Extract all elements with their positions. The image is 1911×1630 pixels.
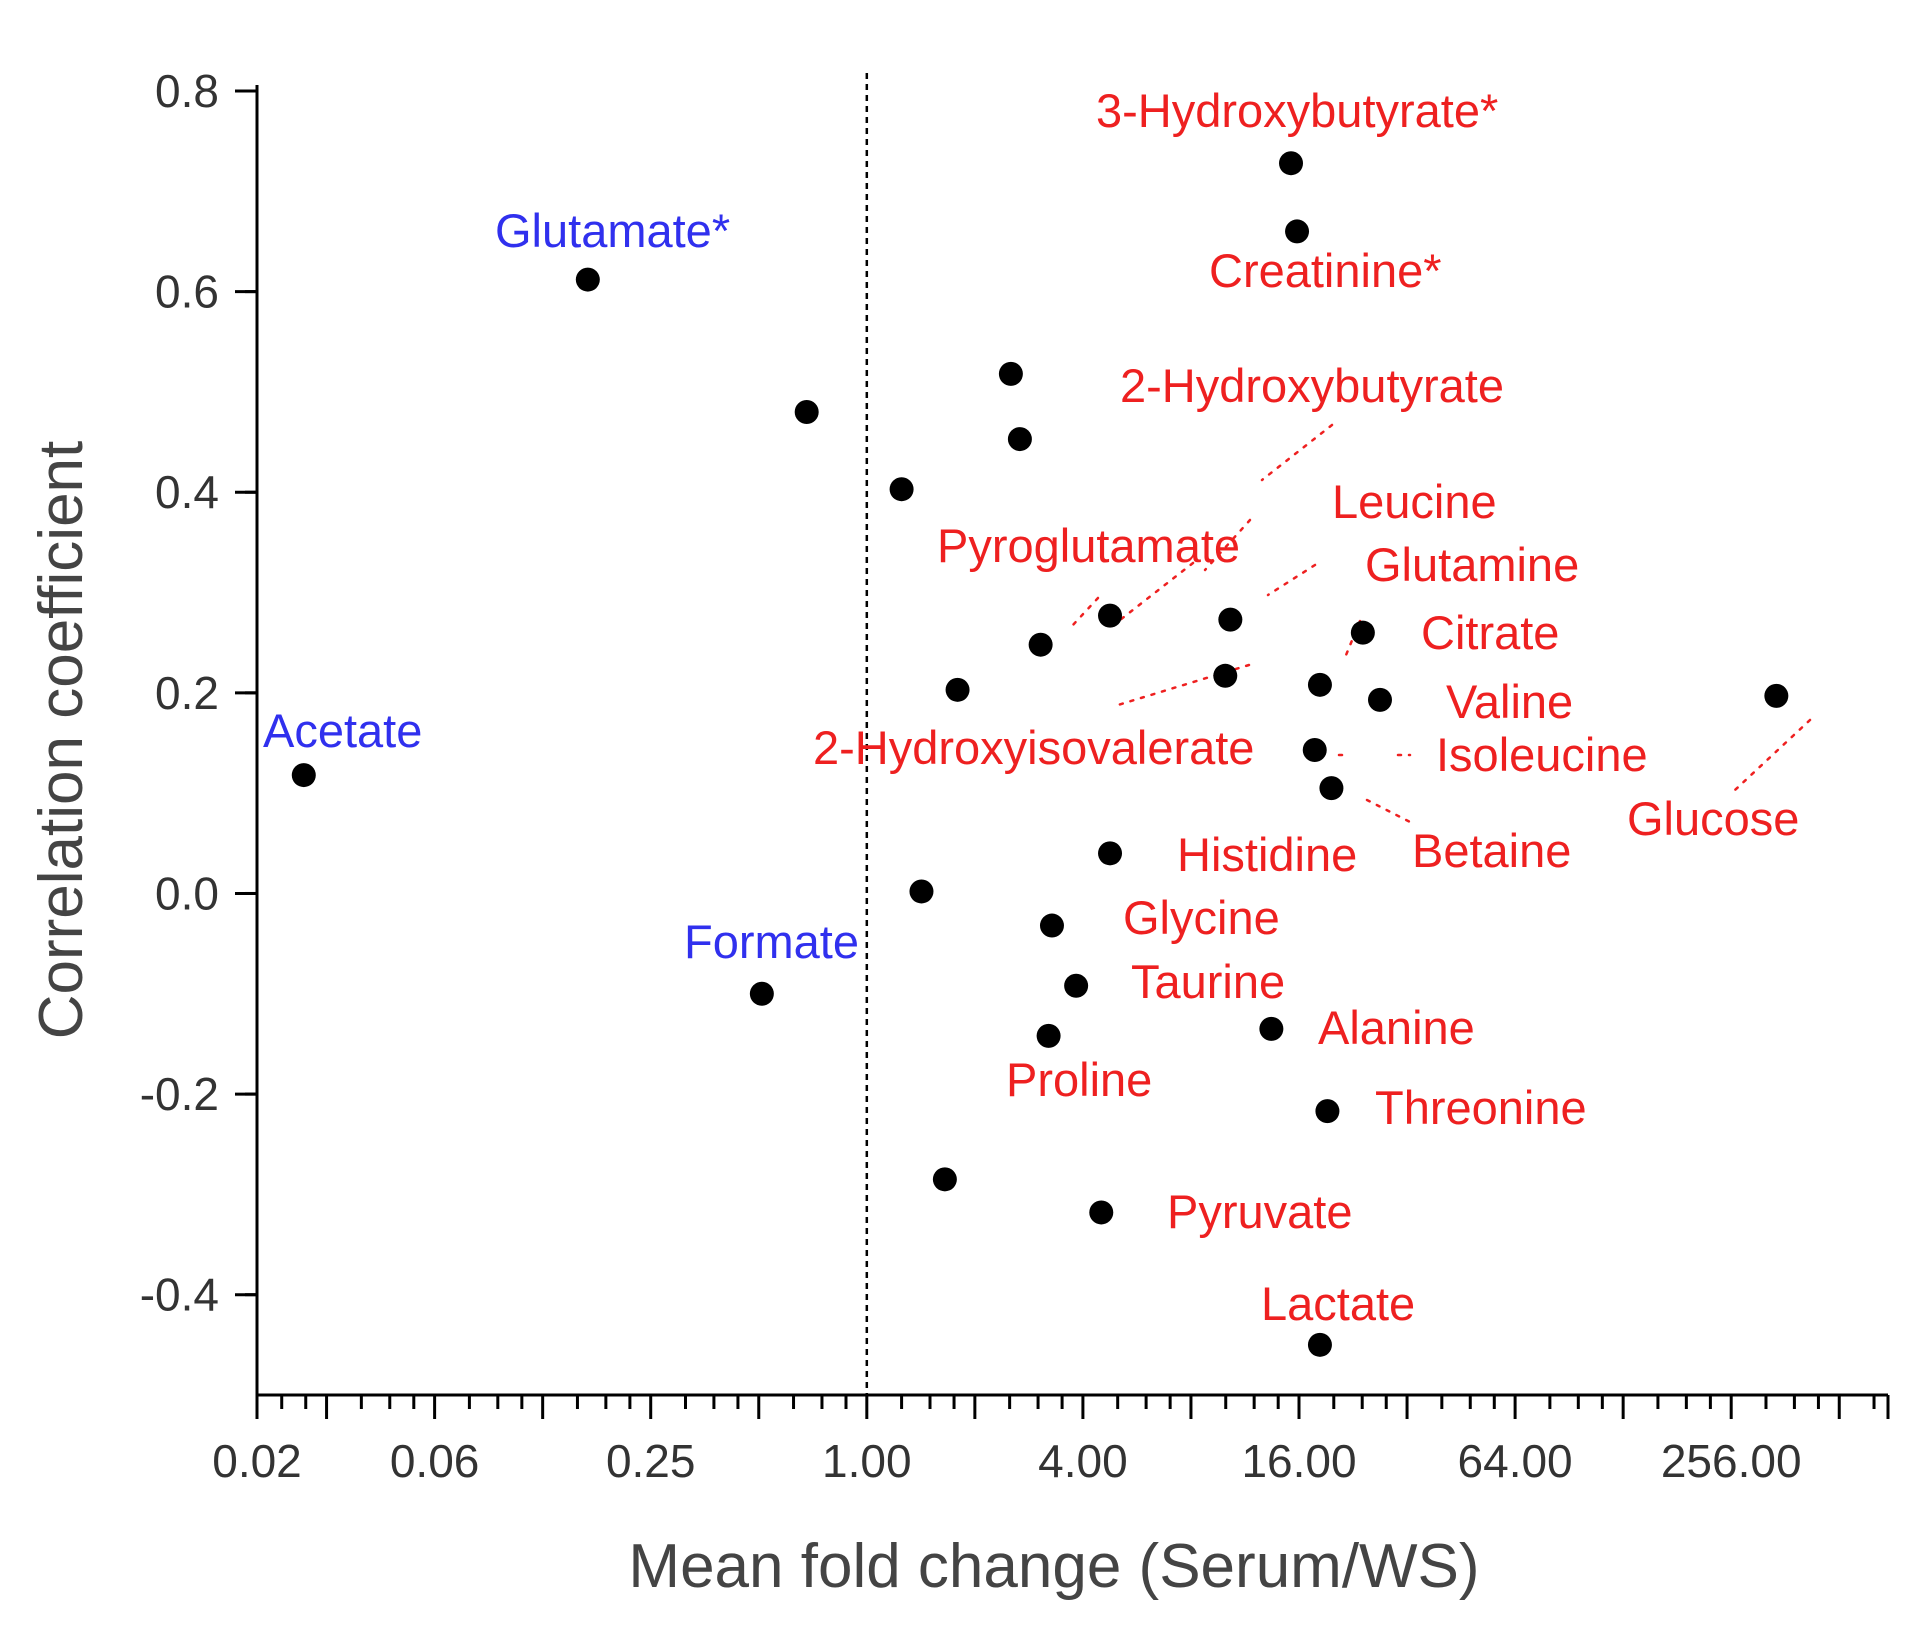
data-point: [1764, 683, 1789, 708]
data-point: [794, 399, 819, 424]
data-point: [1218, 607, 1243, 632]
x-tick-label: 0.25: [606, 1435, 696, 1487]
leader-line: [1733, 718, 1812, 792]
point-label: Acetate: [263, 704, 422, 757]
data-point: [1319, 776, 1344, 801]
leader-line: [1266, 563, 1317, 597]
leader-line: [1203, 518, 1252, 572]
data-point: [749, 981, 774, 1006]
point-label: Histidine: [1177, 828, 1357, 881]
x-tick-label: 16.00: [1241, 1435, 1356, 1487]
x-tick-label: 4.00: [1038, 1435, 1128, 1487]
y-axis-title: Correlation coefficient: [27, 441, 96, 1040]
data-point: [1279, 151, 1304, 176]
x-tick-label: 0.02: [212, 1435, 302, 1487]
y-tick-label: -0.2: [140, 1068, 219, 1120]
data-point: [1307, 672, 1332, 697]
x-tick-label: 64.00: [1458, 1435, 1573, 1487]
data-point: [1315, 1099, 1340, 1124]
point-label: Glycine: [1123, 891, 1280, 944]
data-point: [1367, 687, 1392, 712]
data-point: [1007, 427, 1032, 452]
point-label: Alanine: [1318, 1001, 1475, 1054]
y-tick-label: 0.6: [155, 266, 219, 318]
data-point: [1064, 973, 1089, 998]
point-label: Taurine: [1131, 955, 1285, 1008]
data-point: [932, 1167, 957, 1192]
data-point: [909, 879, 934, 904]
data-point: [1036, 1023, 1061, 1048]
point-label: Creatinine*: [1209, 244, 1442, 297]
point-label: Proline: [1006, 1053, 1152, 1106]
x-axis-title: Mean fold change (Serum/WS): [628, 1532, 1479, 1601]
data-point: [1213, 663, 1238, 688]
data-point: [1089, 1200, 1114, 1225]
leader-line: [1070, 596, 1100, 628]
point-label: Glutamine: [1365, 538, 1579, 591]
point-label: Valine: [1446, 675, 1573, 728]
y-tick-label: 0.2: [155, 667, 219, 719]
data-point: [1039, 913, 1064, 938]
data-point: [575, 267, 600, 292]
data-point: [1098, 603, 1123, 628]
y-tick-label: 0.8: [155, 65, 219, 117]
point-label: Isoleucine: [1436, 728, 1648, 781]
point-label: Formate: [684, 915, 859, 968]
data-point: [1259, 1016, 1284, 1041]
x-tick-label: 1.00: [822, 1435, 912, 1487]
leader-line: [1365, 798, 1412, 824]
data-point: [889, 477, 914, 502]
point-label: 3-Hydroxybutyrate*: [1096, 84, 1498, 137]
leader-line: [1342, 619, 1362, 662]
x-tick-label: 256.00: [1661, 1435, 1802, 1487]
point-label: Citrate: [1421, 606, 1559, 659]
point-label: Threonine: [1375, 1081, 1587, 1134]
data-point: [998, 361, 1023, 386]
point-label: Pyruvate: [1167, 1185, 1352, 1238]
data-point: [945, 677, 970, 702]
data-point: [291, 763, 316, 788]
point-label: Glucose: [1627, 792, 1799, 845]
leader-line: [1118, 561, 1195, 622]
y-tick-label: 0.4: [155, 466, 219, 518]
data-point: [1028, 632, 1053, 657]
point-label: 2-Hydroxyisovalerate: [813, 721, 1254, 774]
y-tick-label: -0.4: [140, 1269, 219, 1321]
data-point: [1285, 219, 1310, 244]
point-label: Glutamate*: [495, 204, 730, 257]
y-tick-label: 0.0: [155, 867, 219, 919]
data-point: [1307, 1332, 1332, 1357]
leader-line: [1260, 423, 1334, 482]
point-label: Lactate: [1261, 1277, 1415, 1330]
point-label: Leucine: [1332, 475, 1497, 528]
x-tick-label: 0.06: [390, 1435, 480, 1487]
data-point: [1302, 738, 1327, 763]
data-point: [1098, 841, 1123, 866]
point-label: Betaine: [1412, 824, 1571, 877]
point-label: Pyroglutamate: [937, 519, 1240, 572]
point-label: 2-Hydroxybutyrate: [1120, 359, 1504, 412]
data-point: [1350, 620, 1375, 645]
